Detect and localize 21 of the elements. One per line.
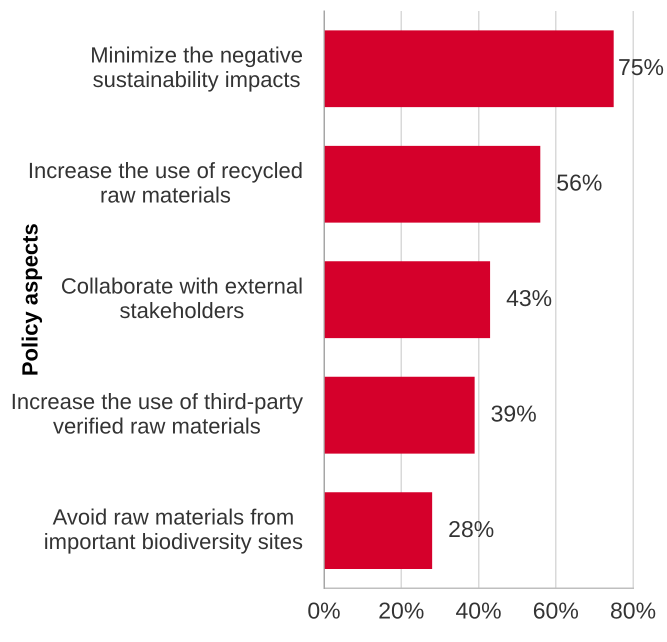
x-tick-label: 40% [455, 598, 502, 624]
y-axis-title: Policy aspects [17, 223, 42, 376]
bar [324, 492, 432, 570]
y-tick-label: Avoid raw materials from important biodiversity sites [44, 504, 304, 554]
data-label: 39% [490, 400, 537, 427]
bar [324, 146, 540, 223]
x-tick-label: 60% [532, 598, 579, 624]
bar [324, 376, 475, 454]
data-label: 75% [618, 54, 664, 80]
bar [324, 261, 490, 338]
x-tick-label: 20% [378, 598, 424, 624]
y-tick-label: Minimize the negative sustainability impacts [90, 42, 304, 92]
x-tick-label: 0% [307, 598, 341, 624]
data-label: 43% [506, 285, 552, 312]
data-label: 28% [448, 516, 494, 542]
y-tick-label: Increase the use of recycled raw materials [28, 158, 304, 208]
y-tick-label: Increase the use of third-party verified raw materials [10, 388, 303, 439]
y-tick-label: Collaborate with external stakeholders [60, 273, 304, 324]
data-label: 56% [556, 170, 602, 196]
x-tick-label: 80% [610, 598, 656, 624]
bar [324, 30, 614, 108]
